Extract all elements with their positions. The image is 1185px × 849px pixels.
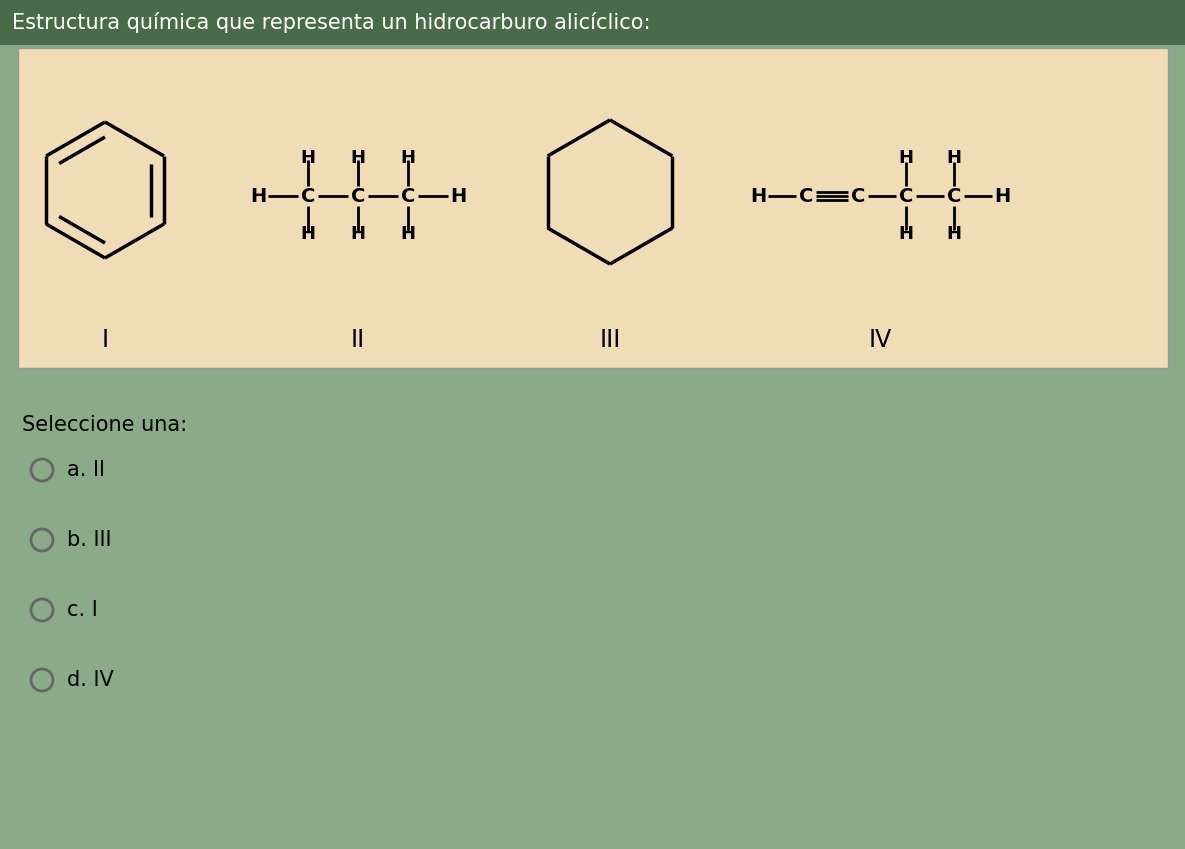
Text: H: H — [947, 225, 961, 243]
Text: Seleccione una:: Seleccione una: — [23, 415, 187, 435]
Text: a. II: a. II — [68, 460, 105, 480]
Text: I: I — [102, 328, 109, 352]
Text: H: H — [401, 149, 416, 167]
Text: b. III: b. III — [68, 530, 111, 550]
Text: III: III — [600, 328, 621, 352]
Text: II: II — [351, 328, 365, 352]
Text: C: C — [799, 187, 813, 205]
Text: C: C — [947, 187, 961, 205]
Text: H: H — [898, 225, 914, 243]
Text: c. I: c. I — [68, 600, 97, 620]
Text: H: H — [450, 187, 466, 205]
Text: H: H — [750, 187, 767, 205]
Text: H: H — [898, 149, 914, 167]
Text: C: C — [401, 187, 415, 205]
Text: H: H — [947, 149, 961, 167]
Text: Estructura química que representa un hidrocarburo alicíclico:: Estructura química que representa un hid… — [12, 12, 651, 32]
Text: H: H — [250, 187, 267, 205]
Text: H: H — [351, 149, 365, 167]
Text: H: H — [301, 149, 315, 167]
FancyBboxPatch shape — [0, 0, 1185, 45]
Text: C: C — [301, 187, 315, 205]
Text: IV: IV — [869, 328, 891, 352]
Text: d. IV: d. IV — [68, 670, 114, 690]
Text: H: H — [301, 225, 315, 243]
Text: C: C — [851, 187, 865, 205]
Text: H: H — [351, 225, 365, 243]
Text: C: C — [351, 187, 365, 205]
Text: H: H — [401, 225, 416, 243]
Text: H: H — [994, 187, 1010, 205]
FancyBboxPatch shape — [18, 48, 1168, 368]
Text: C: C — [898, 187, 914, 205]
